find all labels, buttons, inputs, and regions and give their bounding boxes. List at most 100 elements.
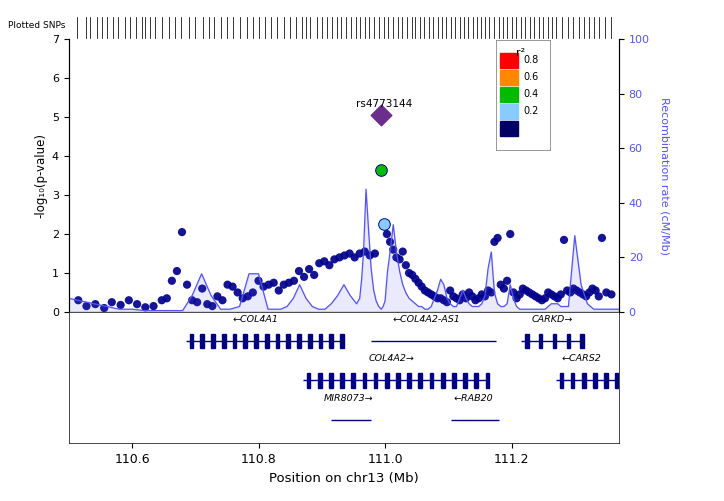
Bar — [329, 373, 333, 387]
Point — [555, 291, 567, 299]
Bar — [418, 373, 422, 387]
Point — [561, 287, 573, 295]
Point — [232, 289, 243, 297]
Bar — [254, 334, 258, 348]
Point — [523, 289, 535, 297]
Bar — [306, 373, 311, 387]
Point — [359, 247, 371, 256]
Text: 0.2: 0.2 — [523, 106, 539, 116]
Point — [552, 294, 563, 302]
Point — [454, 296, 466, 304]
Text: CARKD→: CARKD→ — [532, 315, 573, 324]
Point — [460, 294, 472, 302]
Bar — [525, 334, 529, 348]
Point — [536, 296, 547, 304]
Point — [510, 294, 522, 302]
Point — [334, 254, 345, 262]
Point — [378, 220, 390, 228]
Bar — [441, 373, 445, 387]
Point — [140, 303, 151, 311]
Point — [242, 293, 253, 301]
Point — [313, 259, 325, 267]
Bar — [190, 334, 193, 348]
Bar — [308, 334, 311, 348]
Point — [293, 267, 305, 275]
Point — [435, 294, 447, 302]
Point — [495, 281, 507, 289]
Point — [115, 301, 127, 309]
Text: ←COL4A1: ←COL4A1 — [232, 315, 278, 324]
Point — [426, 291, 437, 299]
Point — [473, 294, 484, 302]
Bar — [408, 373, 411, 387]
Bar — [374, 373, 377, 387]
Point — [574, 289, 586, 297]
Bar — [363, 373, 366, 387]
Point — [216, 296, 228, 304]
Point — [542, 289, 554, 297]
Text: 0.8: 0.8 — [523, 55, 539, 65]
Point — [410, 275, 421, 283]
Point — [211, 293, 223, 301]
Bar — [340, 373, 344, 387]
Text: MIR8073→: MIR8073→ — [324, 394, 373, 403]
Point — [521, 287, 532, 295]
Point — [546, 291, 557, 299]
Point — [533, 294, 544, 302]
Point — [514, 291, 526, 299]
Bar — [566, 334, 571, 348]
Point — [303, 265, 315, 273]
Point — [584, 289, 595, 297]
Text: COL4A2→: COL4A2→ — [369, 354, 414, 363]
Y-axis label: -log₁₀(p-value): -log₁₀(p-value) — [35, 133, 48, 218]
Bar — [243, 334, 247, 348]
Point — [406, 271, 418, 279]
Point — [601, 289, 613, 297]
Bar — [201, 334, 204, 348]
Bar — [232, 334, 236, 348]
Point — [339, 252, 350, 260]
Point — [131, 300, 143, 308]
Point — [419, 287, 431, 295]
Point — [508, 289, 519, 297]
Point — [186, 296, 198, 304]
Text: r²: r² — [515, 48, 525, 58]
Point — [369, 249, 381, 258]
Point — [98, 304, 110, 312]
Point — [565, 289, 576, 297]
Point — [222, 281, 233, 289]
Point — [247, 289, 258, 297]
Point — [72, 296, 84, 304]
Bar — [474, 373, 478, 387]
Bar — [385, 373, 389, 387]
Point — [263, 281, 274, 289]
Point — [526, 291, 538, 299]
Bar — [500, 53, 518, 68]
Point — [161, 294, 172, 302]
Point — [349, 254, 361, 262]
Point — [486, 289, 497, 297]
Text: ←CARS2: ←CARS2 — [561, 354, 601, 363]
Point — [422, 289, 434, 297]
Bar — [396, 373, 400, 387]
Point — [400, 261, 412, 269]
Point — [375, 166, 387, 174]
Text: 0.4: 0.4 — [523, 89, 539, 99]
Bar — [463, 373, 467, 387]
Point — [123, 296, 135, 304]
Point — [479, 293, 491, 301]
Point — [606, 291, 618, 299]
Bar — [500, 70, 518, 85]
Point — [530, 293, 542, 301]
Point — [416, 283, 427, 291]
Point — [206, 302, 218, 310]
Point — [394, 256, 405, 264]
Bar — [297, 334, 301, 348]
Point — [391, 254, 403, 262]
X-axis label: Position on chr13 (Mb): Position on chr13 (Mb) — [269, 471, 418, 484]
Point — [381, 230, 392, 238]
Point — [268, 279, 279, 287]
Point — [482, 287, 494, 295]
Point — [253, 277, 264, 285]
Bar — [222, 334, 226, 348]
